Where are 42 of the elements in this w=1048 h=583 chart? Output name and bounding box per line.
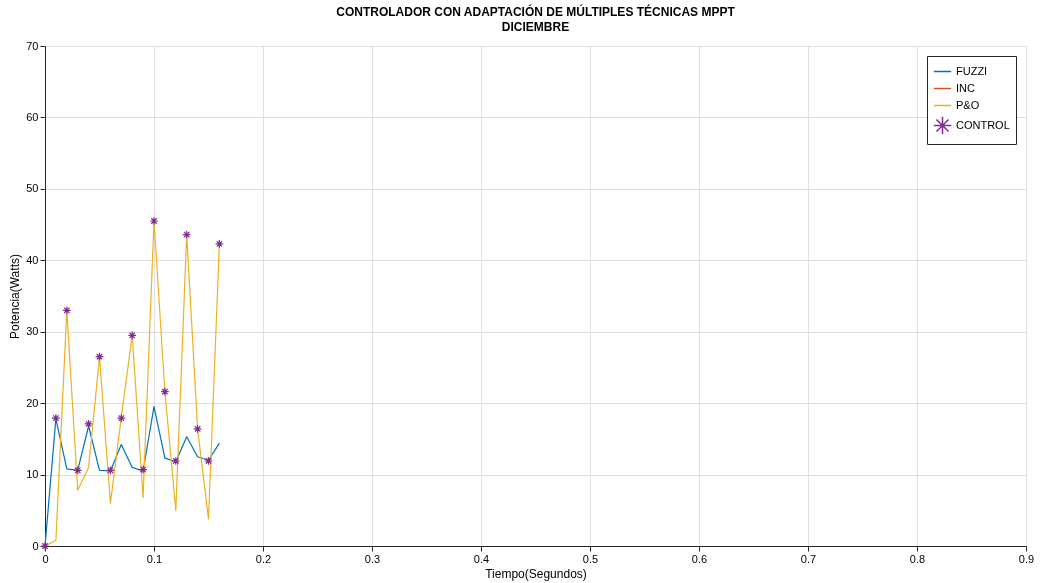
point <box>193 424 203 434</box>
y-tick-label: 20 <box>26 396 39 409</box>
x-tick-label: 0 <box>42 552 49 565</box>
x-axis-title: Tiempo(Segundos) <box>485 566 587 581</box>
point <box>204 456 213 466</box>
point <box>51 413 61 423</box>
y-axis-title: Potencia(Watts) <box>8 254 23 339</box>
point <box>73 465 83 475</box>
point <box>105 465 115 475</box>
x-tick-label: 0.5 <box>582 552 599 565</box>
point <box>127 330 137 340</box>
y-tick-label: 50 <box>26 182 39 195</box>
y-tick-label: 60 <box>26 110 39 123</box>
x-tick-label: 0.3 <box>364 552 381 565</box>
point <box>171 456 181 466</box>
x-tick-label: 0.6 <box>691 552 708 565</box>
y-tick-label: 30 <box>26 325 39 338</box>
point <box>138 465 148 475</box>
point <box>62 305 72 315</box>
legend-label: P&O <box>956 98 980 111</box>
point <box>149 216 159 226</box>
chart-title: CONTROLADOR CON ADAPTACIÓN DE MÚLTIPLES TÉCNICAS MPPT <box>336 4 736 19</box>
x-tick-label: 0.4 <box>473 552 490 565</box>
y-tick-label: 10 <box>26 468 39 481</box>
x-tick-label: 0.9 <box>1018 552 1035 565</box>
x-tick-label: 0.7 <box>800 552 817 565</box>
point <box>95 352 104 362</box>
x-tick-label: 0.2 <box>255 552 272 565</box>
chart-subtitle: DICIEMBRE <box>501 20 570 34</box>
legend-label: CONTROL <box>956 118 1010 131</box>
point <box>84 419 94 429</box>
y-tick-label: 0 <box>32 539 39 552</box>
x-tick-label: 0.1 <box>146 552 163 565</box>
y-tick-label: 40 <box>26 253 39 266</box>
legend-label: FUZZI <box>956 64 988 77</box>
point <box>214 239 224 249</box>
legend-label: INC <box>956 81 975 94</box>
point <box>160 387 170 397</box>
y-tick-label: 70 <box>26 39 39 52</box>
point <box>182 230 192 240</box>
x-tick-label: 0.8 <box>909 552 926 565</box>
point <box>116 413 126 423</box>
